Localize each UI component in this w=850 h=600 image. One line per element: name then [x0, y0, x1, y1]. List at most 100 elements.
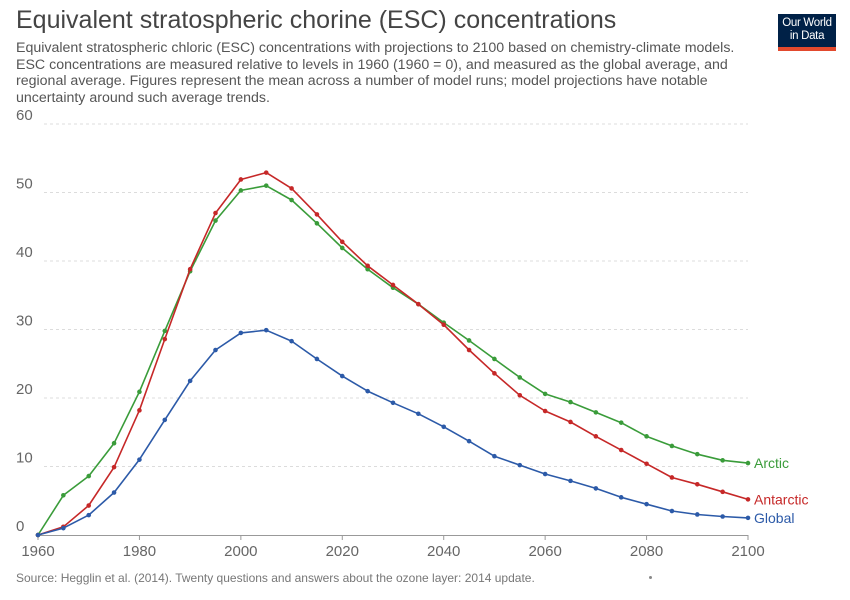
data-point-antarctic [745, 497, 751, 502]
data-point-antarctic [492, 371, 497, 376]
data-point-global [213, 347, 218, 353]
data-point-global [314, 356, 320, 362]
data-point-antarctic [542, 408, 548, 414]
data-point-antarctic [111, 464, 117, 470]
our-world-in-data-logo[interactable]: Our World in Data [778, 14, 836, 51]
data-point-global [618, 495, 624, 500]
x-tick-label: 1980 [123, 543, 156, 560]
data-point-global [517, 462, 523, 468]
data-point-arctic [238, 188, 244, 193]
data-point-global [720, 514, 725, 519]
data-point-arctic [365, 266, 370, 272]
data-point-antarctic [137, 408, 142, 413]
series-line-arctic [37, 184, 749, 536]
x-tick-label: 2060 [528, 543, 561, 560]
y-tick-label: 0 [16, 518, 24, 535]
data-point-antarctic [568, 419, 573, 425]
data-point-arctic [745, 460, 751, 466]
data-point-global [542, 471, 548, 477]
gridlines [44, 123, 748, 467]
data-point-antarctic [618, 447, 624, 453]
chart-subtitle: Equivalent stratospheric chloric (ESC) c… [16, 40, 735, 106]
logo-accent-bar [778, 47, 836, 51]
data-point-antarctic [593, 434, 599, 439]
series-antarctic [35, 170, 751, 538]
data-point-global [568, 478, 573, 484]
data-point-arctic [162, 328, 168, 334]
data-point-global [137, 457, 142, 462]
data-point-arctic [720, 458, 725, 463]
data-point-antarctic [644, 461, 649, 467]
data-point-global [593, 486, 599, 491]
data-point-global [745, 515, 751, 521]
series-line-global [37, 329, 749, 536]
data-point-antarctic [289, 186, 294, 191]
y-tick-label: 40 [16, 244, 33, 261]
data-point-arctic [568, 399, 573, 405]
data-point-global [263, 327, 269, 333]
x-tick-label: 1960 [21, 543, 54, 560]
series-lines [35, 170, 751, 538]
series-label-arctic: Arctic [754, 455, 789, 471]
data-point-arctic [517, 375, 523, 380]
data-point-global [644, 501, 649, 507]
data-point-global [694, 512, 700, 517]
data-point-antarctic [238, 177, 244, 182]
data-point-arctic [86, 473, 92, 479]
data-point-antarctic [162, 336, 168, 342]
data-point-arctic [593, 410, 599, 415]
data-point-global [61, 525, 66, 531]
logo-text: Our World in Data [778, 17, 836, 42]
data-point-antarctic [694, 482, 700, 487]
data-point-global [187, 378, 193, 384]
data-point-arctic [137, 389, 142, 395]
data-point-global [111, 490, 117, 495]
series-label-global: Global [754, 510, 794, 526]
data-point-arctic [618, 420, 624, 425]
x-tick-label: 2100 [731, 543, 764, 560]
data-point-antarctic [441, 322, 447, 328]
y-tick-label: 50 [16, 176, 33, 193]
data-point-global [669, 508, 675, 514]
data-point-antarctic [466, 347, 472, 353]
data-point-arctic [263, 183, 269, 188]
data-point-antarctic [517, 392, 523, 398]
data-point-global [339, 373, 345, 379]
data-point-antarctic [390, 282, 396, 288]
footer-dot [649, 576, 652, 579]
data-point-arctic [339, 245, 345, 251]
series-labels: Arctic Antarctic Global [754, 455, 808, 526]
data-point-arctic [314, 221, 320, 226]
data-point-arctic [111, 440, 117, 446]
data-point-global [86, 512, 92, 518]
series-arctic [35, 183, 751, 538]
data-point-global [238, 330, 244, 336]
data-point-global [466, 438, 472, 444]
data-point-arctic [669, 443, 675, 449]
y-tick-label: 10 [16, 450, 33, 467]
data-point-arctic [492, 356, 497, 362]
data-point-antarctic [187, 266, 193, 272]
data-point-antarctic [263, 170, 269, 175]
data-point-antarctic [720, 489, 725, 495]
y-tick-label: 20 [16, 381, 33, 398]
data-point-arctic [644, 434, 649, 439]
data-point-global [162, 417, 168, 423]
x-tick-label: 2040 [427, 543, 460, 560]
logo-line-1: Our World [782, 17, 832, 29]
x-tick-label: 2020 [326, 543, 359, 560]
axes: 0 10 20 30 40 50 60 1960 1980 2000 2020 2040 2060 208… [16, 107, 765, 560]
logo-line-2: in Data [789, 29, 825, 42]
data-point-antarctic [314, 212, 320, 217]
data-point-antarctic [669, 475, 675, 480]
data-point-antarctic [339, 239, 345, 245]
data-point-global [35, 532, 41, 538]
data-point-global [441, 424, 447, 430]
data-point-antarctic [365, 263, 370, 269]
y-tick-label: 60 [16, 107, 33, 124]
chart-title: Equivalent stratospheric chorine (ESC) c… [16, 6, 617, 34]
data-point-global [492, 453, 497, 459]
data-point-arctic [542, 391, 548, 397]
series-global [35, 327, 751, 538]
